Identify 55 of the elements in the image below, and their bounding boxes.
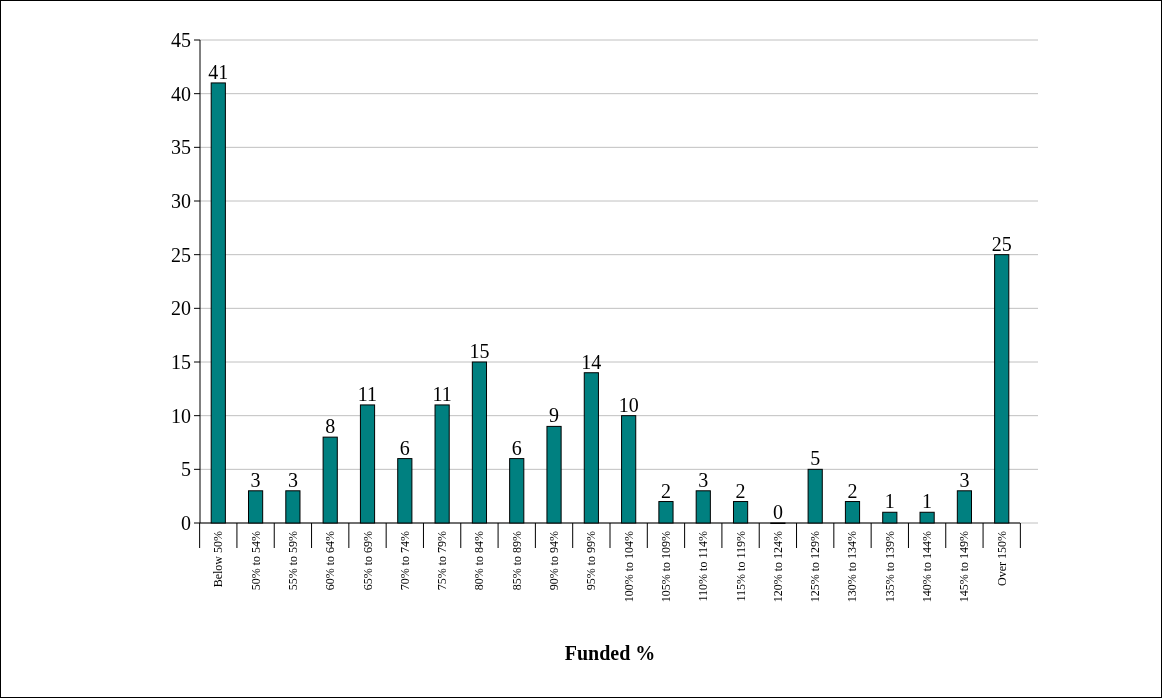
- data-label: 11: [432, 382, 452, 405]
- data-label: 3: [959, 468, 970, 491]
- x-tick-label: Over 150%: [994, 531, 1009, 586]
- x-axis-title: Funded %: [564, 642, 656, 664]
- y-tick-label: 45: [171, 29, 191, 51]
- data-label: 6: [511, 436, 522, 459]
- y-tick-label: 30: [171, 190, 191, 212]
- x-tick-label: 65% to 69%: [360, 531, 375, 591]
- y-tick-label: 25: [171, 243, 191, 266]
- x-tick-label: 125% to 129%: [808, 531, 823, 603]
- data-label: 3: [250, 468, 261, 491]
- data-label: 2: [660, 479, 671, 502]
- data-label: 0: [772, 501, 783, 523]
- data-label: 5: [810, 447, 821, 470]
- x-tick-label: 55% to 59%: [285, 531, 300, 591]
- x-tick-label: 135% to 139%: [882, 531, 897, 603]
- x-tick-label: 85% to 89%: [509, 531, 524, 591]
- data-label: 6: [399, 436, 410, 459]
- x-tick-label: 100% to 104%: [621, 531, 636, 603]
- x-tick-label: 50% to 54%: [248, 531, 263, 591]
- data-label: 9: [549, 404, 560, 427]
- x-tick-label: 95% to 99%: [584, 531, 599, 591]
- x-tick-label: 90% to 94%: [547, 531, 562, 591]
- data-label: 2: [847, 479, 858, 502]
- y-tick-label: 5: [181, 458, 191, 481]
- data-label: 10: [618, 393, 639, 416]
- x-tick-label: 80% to 84%: [472, 531, 487, 591]
- y-tick-label: 20: [171, 297, 191, 320]
- y-tick-label: 40: [171, 82, 191, 105]
- x-tick-label: 60% to 64%: [323, 531, 338, 591]
- data-label: 14: [581, 350, 602, 373]
- data-label: 15: [469, 340, 490, 362]
- data-label: 8: [325, 415, 336, 438]
- x-tick-label: 140% to 144%: [920, 531, 935, 603]
- data-label: 11: [357, 382, 378, 405]
- x-tick-label: 110% to 114%: [696, 531, 711, 602]
- x-tick-label: 105% to 109%: [658, 531, 673, 603]
- data-label: 41: [208, 60, 229, 83]
- y-tick-label: 15: [171, 351, 191, 373]
- data-label: 3: [698, 468, 709, 491]
- y-tick-label: 10: [171, 404, 191, 427]
- y-tick-label: 0: [181, 512, 191, 534]
- data-label: 3: [287, 468, 298, 491]
- x-tick-label: 75% to 79%: [435, 531, 450, 591]
- x-tick-label: 115% to 119%: [733, 531, 748, 602]
- x-tick-label: 70% to 74%: [397, 531, 412, 591]
- x-tick-label: Below 50%: [211, 531, 226, 588]
- x-tick-label: 130% to 134%: [845, 531, 860, 603]
- y-tick-label: 35: [171, 136, 191, 159]
- x-tick-label: 145% to 149%: [957, 531, 972, 603]
- data-label: 1: [922, 490, 933, 513]
- data-label: 1: [884, 490, 895, 513]
- data-label: 2: [735, 479, 746, 502]
- x-tick-label: 120% to 124%: [770, 531, 785, 603]
- data-label: 25: [991, 232, 1012, 255]
